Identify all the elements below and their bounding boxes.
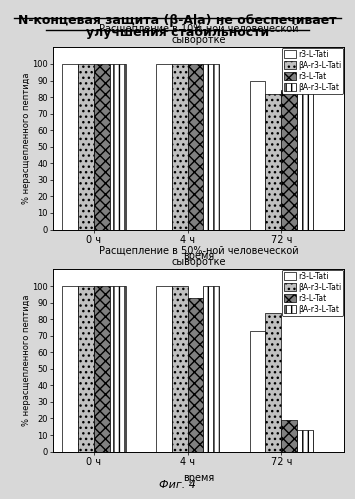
Text: улучшения стабильности: улучшения стабильности [86,26,269,39]
Bar [282,420,297,452]
Bar [78,64,94,230]
Bar [250,331,266,452]
X-axis label: время: время [183,250,214,260]
Bar [171,286,187,452]
Bar [266,312,282,452]
Bar [297,430,313,452]
Bar [297,90,313,230]
Bar [203,64,219,230]
Bar [110,286,126,452]
Y-axis label: % нерасщепленного пептида: % нерасщепленного пептида [22,295,31,426]
Bar [110,64,126,230]
Bar [94,286,110,452]
Bar [78,286,94,452]
Bar [155,64,171,230]
Legend: r3-L-Tati, βA-r3-L-Tati, r3-L-Tat, βA-r3-L-Tat: r3-L-Tati, βA-r3-L-Tati, r3-L-Tat, βA-r3… [282,269,343,316]
Title: Расщепление в 50%-ной человеческой
сыворотке: Расщепление в 50%-ной человеческой сывор… [99,246,299,267]
Bar [282,90,297,230]
Bar [171,64,187,230]
Title: Расщепление в 10%-ной человеческой
сыворотке: Расщепление в 10%-ной человеческой сывор… [99,23,299,45]
Bar [203,286,219,452]
Text: N-концевая защита (β-Ala) не обеспечивает: N-концевая защита (β-Ala) не обеспечивае… [18,14,337,27]
Y-axis label: % нерасщепленного пептида: % нерасщепленного пептида [22,73,31,204]
Bar [187,297,203,452]
X-axis label: время: время [183,473,214,483]
Bar [155,286,171,452]
Bar [250,80,266,230]
Legend: r3-L-Tati, βA-r3-L-Tati, r3-L-Tat, βA-r3-L-Tat: r3-L-Tati, βA-r3-L-Tati, r3-L-Tat, βA-r3… [282,47,343,94]
Text: Фиг. 4: Фиг. 4 [159,480,196,490]
Bar [187,64,203,230]
Bar [62,64,78,230]
Bar [62,286,78,452]
Bar [266,94,282,230]
Bar [94,64,110,230]
